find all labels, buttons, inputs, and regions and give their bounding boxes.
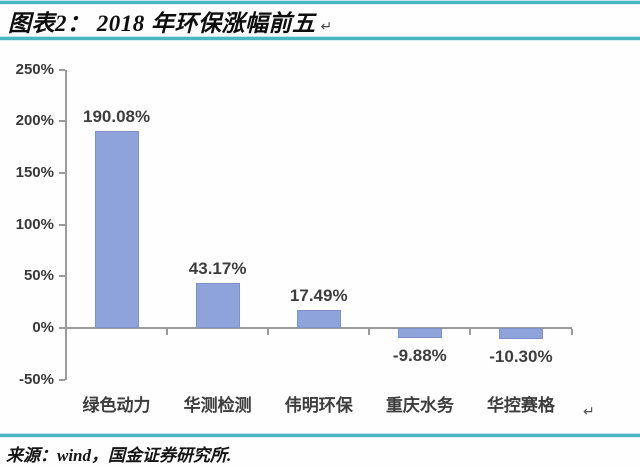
- x-axis-tick: [368, 329, 371, 335]
- category-label: 华控赛格: [486, 396, 555, 415]
- category-label: 重庆水务: [385, 396, 454, 415]
- bar-3: [397, 328, 442, 339]
- y-axis-tick: [59, 223, 65, 226]
- x-axis-tick: [166, 329, 169, 335]
- y-axis-tick: [59, 68, 65, 71]
- divider-below-title: [0, 36, 640, 41]
- bar-value-label: -9.88%: [392, 346, 447, 366]
- category-label: 华测检测: [183, 396, 252, 415]
- bar-value-label: 17.49%: [289, 285, 348, 305]
- bar-chart: 250% 200% 150% 100% 50% 0% -50% 190.08% 绿色动力 43.1…: [0, 40, 640, 433]
- y-axis-tick: [59, 378, 65, 381]
- bar-value-label: 43.17%: [188, 259, 247, 279]
- y-axis-tick-label: 100%: [15, 215, 54, 233]
- category-label: 伟明环保: [284, 396, 353, 415]
- y-axis-tick-label: -50%: [18, 370, 54, 388]
- x-axis-tick: [570, 329, 573, 335]
- x-axis-tick: [267, 329, 270, 335]
- category-label: 绿色动力: [82, 396, 151, 415]
- divider-top: [0, 0, 640, 5]
- bar-0: [94, 131, 139, 328]
- source-note-text: 来源：wind，国金证券研究所.: [6, 446, 232, 465]
- paragraph-mark-icon: ↵: [320, 20, 333, 35]
- bar-value-label: -10.30%: [489, 346, 553, 366]
- y-axis-tick-label: 50%: [23, 267, 54, 285]
- y-axis-tick-label: 150%: [15, 163, 54, 181]
- y-axis-tick-label: 250%: [15, 60, 54, 78]
- bar-1: [195, 283, 240, 328]
- y-axis-tick-label: 0%: [32, 319, 54, 336]
- figure-title-text: 图表2： 2018 年环保涨幅前五: [8, 11, 316, 36]
- y-axis-line: [65, 69, 67, 380]
- x-axis-tick: [469, 329, 472, 335]
- paragraph-mark-icon: ↵: [583, 403, 595, 419]
- y-axis-tick: [59, 171, 65, 174]
- source-note: 来源：wind，国金证券研究所.: [6, 441, 231, 466]
- figure-title: 图表2： 2018 年环保涨幅前五 ↵: [8, 4, 333, 38]
- bar-4: [498, 328, 543, 339]
- bar-2: [296, 309, 341, 328]
- bar-value-label: 190.08%: [82, 107, 151, 127]
- x-axis-line: [66, 327, 572, 329]
- y-axis-tick: [59, 120, 65, 123]
- y-axis-tick-label: 200%: [15, 112, 54, 130]
- y-axis-tick: [59, 327, 65, 329]
- divider-above-source: [0, 433, 640, 438]
- y-axis-tick: [59, 275, 65, 278]
